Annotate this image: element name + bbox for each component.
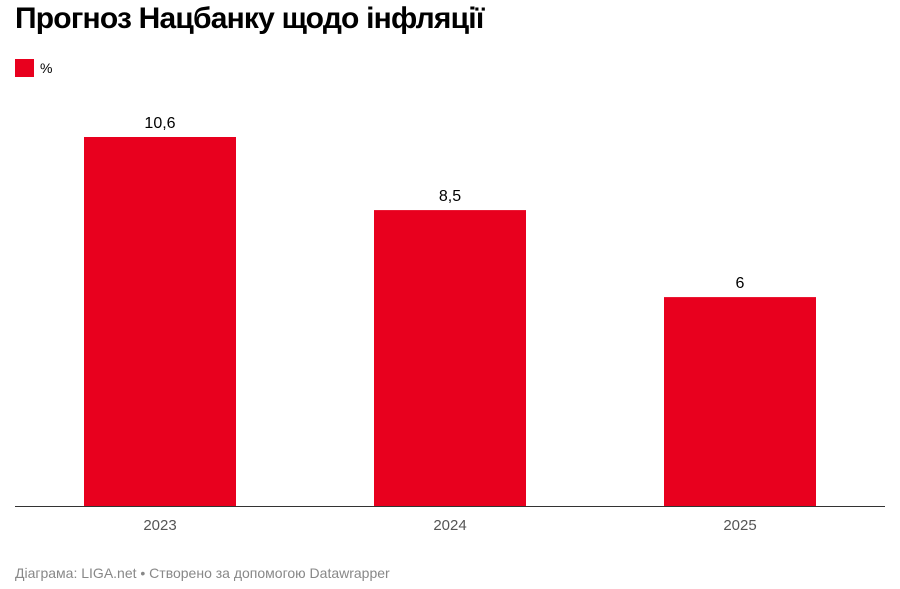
legend: % bbox=[15, 59, 52, 77]
bar-2024 bbox=[374, 210, 526, 506]
source-footer: Діаграма: LIGA.net • Створено за допомог… bbox=[15, 565, 390, 581]
legend-label: % bbox=[40, 60, 53, 76]
value-label-2023: 10,6 bbox=[144, 115, 175, 132]
bar-2025 bbox=[664, 297, 816, 506]
x-tick-label-2025: 2025 bbox=[723, 517, 756, 534]
value-label-2025: 6 bbox=[736, 275, 745, 292]
bar-2023 bbox=[84, 137, 236, 506]
value-label-2024: 8,5 bbox=[439, 188, 461, 205]
x-tick-label-2024: 2024 bbox=[433, 517, 466, 534]
x-tick-label-2023: 2023 bbox=[143, 517, 176, 534]
chart-title: Прогноз Нацбанку щодо інфляції bbox=[15, 2, 484, 35]
legend-swatch bbox=[15, 59, 34, 77]
